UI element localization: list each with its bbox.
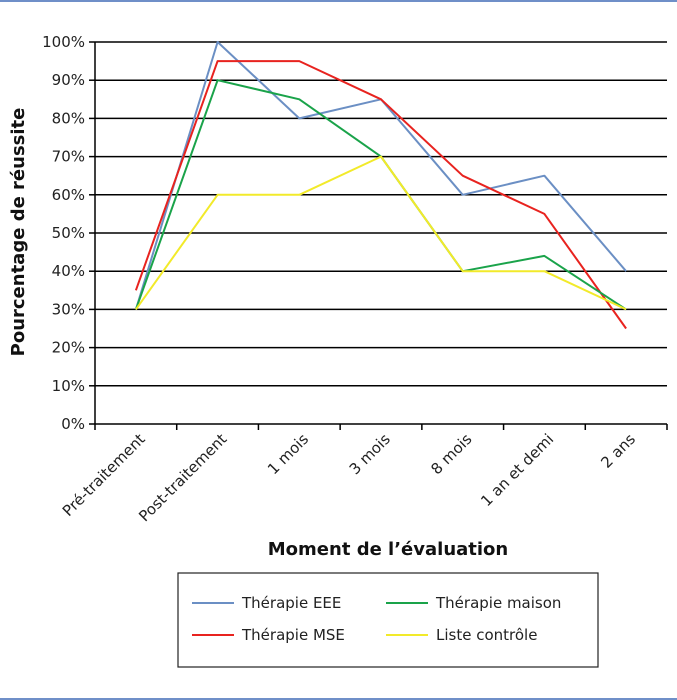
series-line — [134, 60, 627, 330]
x-tick-label: 1 mois — [264, 430, 312, 478]
series-line — [135, 155, 627, 311]
x-tick-label: Pré-traitement — [59, 430, 149, 520]
y-tick-label: 30% — [52, 300, 85, 318]
legend-label: Liste contrôle — [436, 626, 537, 644]
y-tick-label: 50% — [52, 224, 85, 242]
legend-label: Thérapie maison — [435, 594, 561, 612]
y-tick-label: 100% — [42, 33, 85, 51]
y-tick-label: 70% — [52, 148, 85, 166]
x-tick-label: 2 ans — [597, 430, 639, 472]
x-axis-title: Moment de l’évaluation — [268, 539, 508, 560]
y-tick-label: 20% — [52, 339, 85, 357]
legend-label: Thérapie MSE — [241, 626, 345, 644]
y-tick-label: 40% — [52, 262, 85, 280]
y-tick-label: 90% — [52, 71, 85, 89]
x-tick-label: 1 an et demi — [477, 430, 557, 510]
y-tick-label: 10% — [52, 377, 85, 395]
x-tick-label: Post-traitement — [135, 430, 230, 525]
legend-box — [177, 572, 599, 668]
x-tick-label: 8 mois — [427, 430, 475, 478]
y-tick-labels: 0% 10% 20% 30% 40% 50% 60% 70% 80% 90% 100% — [42, 33, 85, 433]
x-tick-label: 3 mois — [346, 430, 394, 478]
legend: Thérapie EEE Thérapie maison Thérapie MSE L… — [177, 572, 599, 668]
series-lines — [134, 41, 627, 330]
y-tick-label: 0% — [61, 415, 85, 433]
y-tick-label: 60% — [52, 186, 85, 204]
y-tick-label: 80% — [52, 109, 85, 127]
y-axis-title: Pourcentage de réussite — [8, 108, 29, 357]
legend-label: Thérapie EEE — [241, 594, 341, 612]
